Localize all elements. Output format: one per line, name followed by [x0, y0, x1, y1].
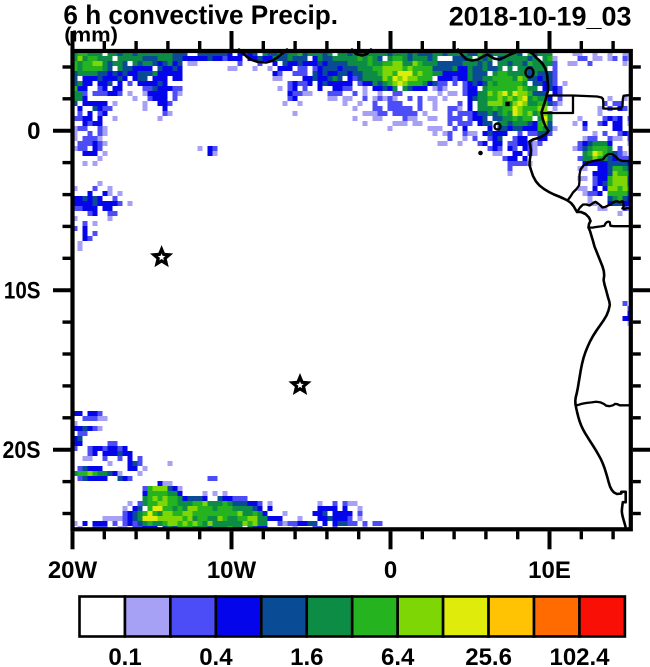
svg-text:25.6: 25.6: [465, 644, 512, 667]
svg-text:(mm): (mm): [64, 24, 118, 47]
svg-text:2018-10-19_03: 2018-10-19_03: [449, 2, 632, 32]
svg-text:10E: 10E: [528, 557, 571, 584]
svg-text:20S: 20S: [3, 437, 41, 464]
svg-text:0.4: 0.4: [199, 644, 233, 667]
svg-text:6 h convective Precip.: 6 h convective Precip.: [63, 0, 338, 30]
svg-text:1.6: 1.6: [290, 644, 323, 667]
svg-text:6.4: 6.4: [381, 644, 415, 667]
svg-text:0: 0: [27, 118, 40, 145]
svg-text:10S: 10S: [4, 278, 41, 305]
svg-text:102.4: 102.4: [549, 644, 610, 667]
svg-text:10W: 10W: [207, 557, 257, 584]
svg-text:20W: 20W: [48, 557, 98, 584]
svg-text:0: 0: [384, 557, 397, 584]
svg-text:0.1: 0.1: [108, 644, 141, 667]
